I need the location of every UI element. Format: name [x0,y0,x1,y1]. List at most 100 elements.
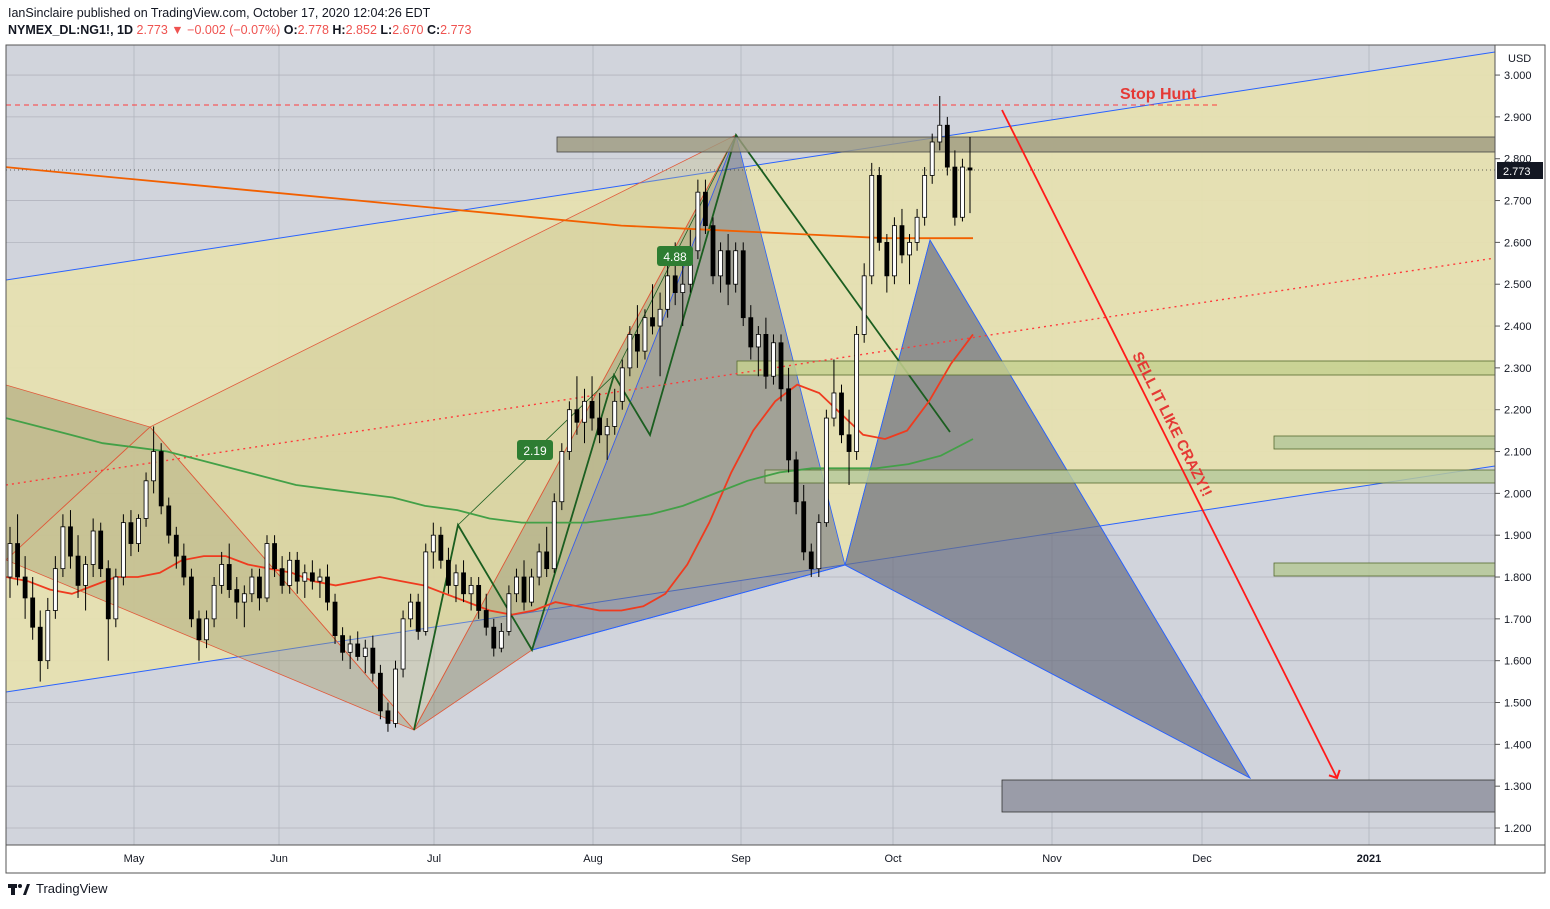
candle-body [937,124,943,143]
x-tick-label: 2021 [1357,853,1381,865]
candle [597,392,603,444]
candle-body [642,317,648,352]
stop-hunt-label: Stop Hunt [1120,86,1197,103]
x-tick-label: Jun [270,853,288,865]
candle [854,326,860,460]
y-tick-label: 1.300 [1504,781,1532,793]
candle-body [158,451,164,507]
target-zone-1300 [1001,779,1495,813]
y-axis[interactable]: USD 1.2001.3001.4001.5001.6001.7001.8001… [1494,45,1545,845]
candle-body [83,564,88,586]
chart-frame [5,44,1546,874]
candle [158,443,164,515]
candle-body [415,601,421,632]
candle [272,535,277,578]
low-value: 2.670 [392,23,424,37]
y-axis-unit: USD [1508,53,1531,65]
candle [219,551,225,594]
candle [627,326,633,377]
candle-body [748,317,754,348]
candle-body [703,191,708,227]
candle [128,510,134,557]
candle-body [899,225,905,256]
y-tick-labels: 1.200 1.300 1.400 1.500 1.600 1.700 1.800 1.900… [1495,70,1532,835]
candle-body [400,618,406,670]
candle-body [619,367,625,402]
x-tick-label: Nov [1042,853,1062,865]
y-tick-label: 2.700 [1504,196,1532,208]
x-axis[interactable]: May Jun Jul Aug Sep Oct Nov Dec 2021 [6,844,1545,874]
y-tick-label: 2.600 [1504,237,1532,249]
tradingview-footer[interactable]: TradingView [8,881,108,896]
candle-body [332,601,338,636]
candle-body [453,572,459,586]
candle-body [219,564,225,586]
symbol-line: NYMEX_DL:NG1!, 1D 2.773 ▼ −0.002 (−0.07%… [8,22,471,39]
candle-body [438,534,444,561]
candle [498,623,504,653]
candle-body [30,597,36,628]
candle-body [113,576,119,620]
candle [279,556,285,594]
candle [393,660,398,728]
candle [960,158,965,222]
candle [143,472,149,527]
candlesticks [7,95,973,732]
candle [385,702,391,732]
low-label: L: [380,23,393,37]
candle-body [90,530,96,565]
candle-body [7,543,13,578]
candle-body [264,543,270,599]
candle-body [325,576,330,603]
candle [241,585,247,628]
candle [612,388,618,435]
candle-body [355,643,361,657]
candle-body [604,426,610,436]
ma-orange-line [6,166,973,240]
candle [907,234,912,285]
candle [166,497,172,544]
candle [846,409,852,485]
candle-body [846,434,852,452]
y-tick-label: 2.000 [1504,488,1532,500]
candle [680,263,686,327]
y-tick-label: 2.500 [1504,279,1532,291]
demand-zone-2120 [1273,435,1495,450]
candle [347,635,353,670]
candle [786,367,791,473]
candle [446,547,451,594]
candle [45,597,51,670]
candle [204,610,209,649]
candle-body [665,275,671,310]
candle-body [733,250,739,285]
candle-body [960,166,965,218]
candle [544,526,550,578]
candle [876,167,882,251]
candle-body [854,334,860,452]
candle-body [514,576,519,595]
x-tick-labels: May Jun Jul Aug Sep Oct Nov Dec 2021 [124,853,1382,865]
candle [294,551,300,594]
candle-body [627,334,633,369]
candle [536,543,542,586]
candle [816,514,822,578]
candle [476,577,482,619]
candle [695,179,701,260]
candle [196,610,202,661]
y-tick-label: 2.400 [1504,321,1532,333]
candle [650,284,655,335]
candle [408,593,414,628]
candle [173,526,179,569]
candle-body [362,647,368,657]
candle-body [967,167,973,171]
candle-body [491,626,497,649]
candle-body [461,572,466,595]
candle-body [136,518,141,544]
symbol-name[interactable]: NYMEX_DL:NG1!, 1D [8,23,134,37]
demand-zone-1820 [1273,562,1495,577]
last-price-badge-text: 2.773 [1503,166,1531,178]
candle-body [755,334,761,348]
candle-body [740,250,746,319]
candle-body [45,610,51,662]
